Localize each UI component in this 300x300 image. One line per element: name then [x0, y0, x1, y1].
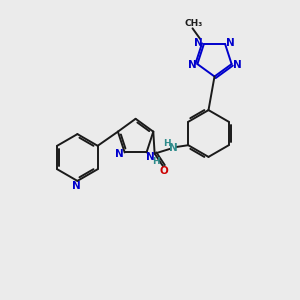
Text: O: O: [160, 166, 168, 176]
Text: H: H: [152, 157, 160, 166]
Text: N: N: [146, 152, 154, 162]
Text: N: N: [232, 60, 242, 70]
Text: CH₃: CH₃: [185, 19, 203, 28]
Text: N: N: [115, 149, 124, 159]
Text: N: N: [194, 38, 203, 48]
Text: N: N: [226, 38, 235, 48]
Text: N: N: [71, 181, 80, 191]
Text: H: H: [163, 140, 171, 148]
Text: N: N: [169, 142, 178, 153]
Text: N: N: [188, 60, 196, 70]
